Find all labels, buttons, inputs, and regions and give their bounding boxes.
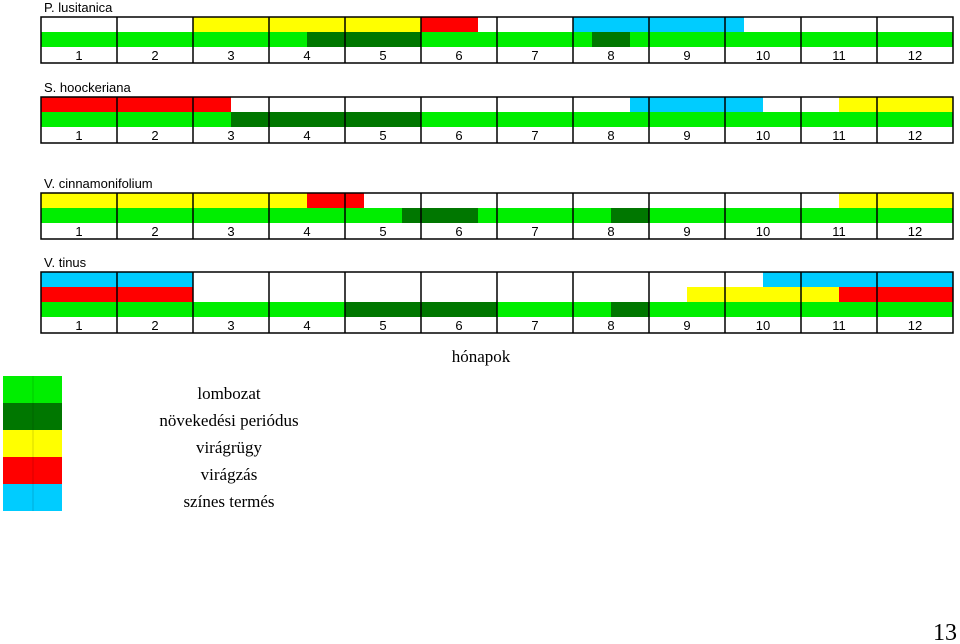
phase-bar-viragrugy xyxy=(687,287,839,302)
month-tick-label: 5 xyxy=(379,48,386,63)
legend: lombozat növekedési periódus virágrügy virá… xyxy=(3,376,299,511)
month-tick-label: 12 xyxy=(908,48,922,63)
month-tick-label: 3 xyxy=(227,128,234,143)
phase-bar-lombozat xyxy=(41,112,231,127)
x-axis-label: hónapok xyxy=(452,347,511,366)
month-tick-label: 2 xyxy=(151,318,158,333)
month-tick-label: 1 xyxy=(75,318,82,333)
month-tick-label: 4 xyxy=(303,48,310,63)
phase-bar-viragzas xyxy=(421,17,478,32)
month-tick-label: 1 xyxy=(75,48,82,63)
month-tick-label: 9 xyxy=(683,128,690,143)
month-tick-label: 10 xyxy=(756,48,770,63)
species-name: P. lusitanica xyxy=(44,0,113,15)
month-tick-label: 2 xyxy=(151,224,158,239)
month-tick-label: 6 xyxy=(455,224,462,239)
month-tick-label: 5 xyxy=(379,224,386,239)
month-tick-label: 8 xyxy=(607,128,614,143)
phase-bar-viragzas xyxy=(41,97,231,112)
month-tick-label: 7 xyxy=(531,224,538,239)
phase-bar-novekedes xyxy=(231,112,421,127)
month-tick-label: 11 xyxy=(832,128,846,143)
phase-bar-viragrugy xyxy=(839,97,953,112)
phase-bar-novekedes xyxy=(307,32,421,47)
month-tick-label: 11 xyxy=(832,224,846,239)
phase-bar-lombozat xyxy=(421,112,953,127)
phase-bar-lombozat xyxy=(478,208,611,223)
legend-label: lombozat xyxy=(197,384,261,403)
month-tick-label: 9 xyxy=(683,318,690,333)
month-tick-label: 12 xyxy=(908,128,922,143)
legend-swatch-viragrugy xyxy=(3,430,62,457)
month-tick-label: 9 xyxy=(683,48,690,63)
month-tick-label: 1 xyxy=(75,128,82,143)
phase-bar-lombozat xyxy=(421,32,592,47)
legend-swatch-lombozat xyxy=(3,376,62,403)
species-name: V. tinus xyxy=(44,255,87,270)
month-tick-label: 7 xyxy=(531,318,538,333)
month-tick-label: 12 xyxy=(908,224,922,239)
month-tick-label: 1 xyxy=(75,224,82,239)
phase-bar-viragrugy xyxy=(839,193,953,208)
month-tick-label: 6 xyxy=(455,48,462,63)
phase-bar-viragzas xyxy=(839,287,953,302)
month-tick-label: 3 xyxy=(227,224,234,239)
legend-label: virágrügy xyxy=(196,438,263,457)
legend-label: virágzás xyxy=(201,465,258,484)
month-tick-label: 4 xyxy=(303,128,310,143)
month-tick-label: 2 xyxy=(151,128,158,143)
phase-bar-lombozat xyxy=(41,208,402,223)
legend-swatch-viragzas xyxy=(3,457,62,484)
legend-swatch-szines_termes xyxy=(3,484,62,511)
month-tick-label: 3 xyxy=(227,318,234,333)
phase-bar-novekedes xyxy=(592,32,630,47)
month-tick-label: 8 xyxy=(607,224,614,239)
month-tick-label: 7 xyxy=(531,128,538,143)
legend-label: színes termés xyxy=(183,492,274,511)
month-tick-label: 10 xyxy=(756,318,770,333)
month-tick-label: 11 xyxy=(832,48,846,63)
phase-bar-szines_termes xyxy=(630,97,763,112)
month-tick-label: 10 xyxy=(756,224,770,239)
month-tick-label: 4 xyxy=(303,224,310,239)
phase-bar-viragrugy xyxy=(193,17,421,32)
month-tick-label: 6 xyxy=(455,318,462,333)
phase-bar-viragrugy xyxy=(41,193,307,208)
month-tick-label: 2 xyxy=(151,48,158,63)
species-name: S. hoockeriana xyxy=(44,80,131,95)
month-tick-label: 6 xyxy=(455,128,462,143)
month-tick-label: 11 xyxy=(832,318,846,333)
phase-bar-viragzas xyxy=(307,193,364,208)
phase-bar-novekedes xyxy=(611,208,649,223)
species-name: V. cinnamonifolium xyxy=(44,176,153,191)
month-tick-label: 8 xyxy=(607,48,614,63)
month-tick-label: 10 xyxy=(756,128,770,143)
month-tick-label: 4 xyxy=(303,318,310,333)
phase-bar-novekedes xyxy=(402,208,478,223)
phase-bar-novekedes xyxy=(611,302,649,317)
legend-label: növekedési periódus xyxy=(159,411,298,430)
phase-bar-lombozat xyxy=(497,302,611,317)
month-tick-label: 12 xyxy=(908,318,922,333)
phase-bar-lombozat xyxy=(630,32,953,47)
page-number: 13 xyxy=(933,620,957,644)
month-tick-label: 5 xyxy=(379,318,386,333)
phase-bar-lombozat xyxy=(41,32,307,47)
month-tick-label: 8 xyxy=(607,318,614,333)
month-tick-label: 5 xyxy=(379,128,386,143)
phase-bar-szines_termes xyxy=(763,272,953,287)
month-tick-label: 9 xyxy=(683,224,690,239)
month-tick-label: 3 xyxy=(227,48,234,63)
phase-bar-szines_termes xyxy=(573,17,744,32)
month-tick-label: 7 xyxy=(531,48,538,63)
legend-swatch-novekedes xyxy=(3,403,62,430)
